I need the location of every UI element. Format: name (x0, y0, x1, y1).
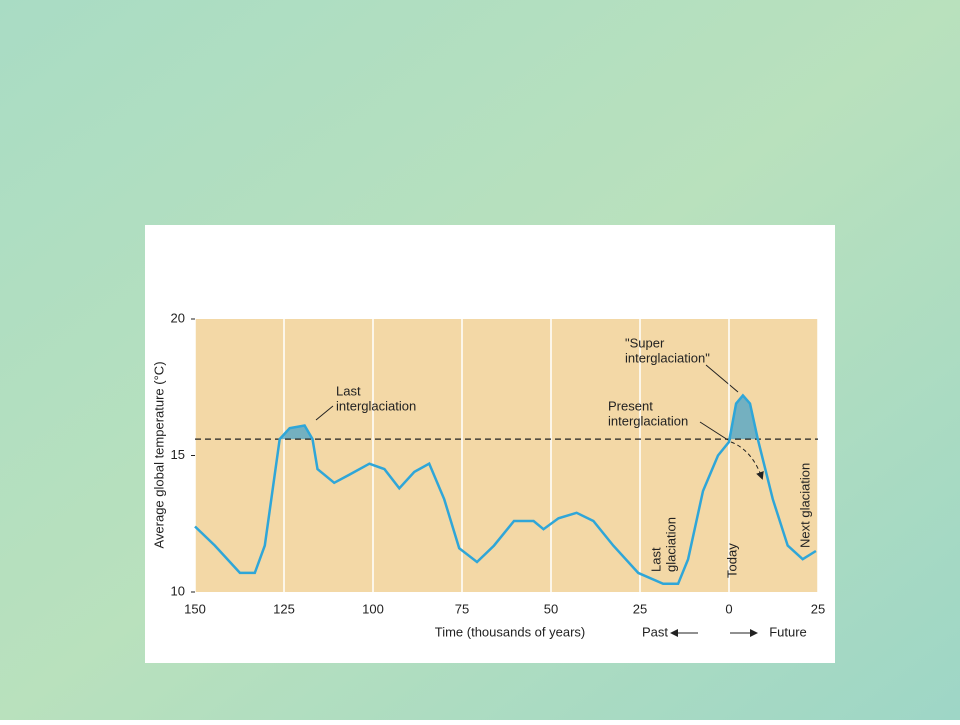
x-tick-label: 25 (811, 601, 825, 616)
plot-area (195, 319, 818, 592)
annotation-text: Next glaciation (797, 463, 812, 548)
x-axis-label: Time (thousands of years) (435, 624, 586, 639)
x-tick-label: 0 (725, 601, 732, 616)
x-tick-label: 25 (633, 601, 647, 616)
annotation-text: interglaciation (336, 398, 416, 413)
leader (315, 405, 334, 421)
annotation-text: Present (608, 398, 653, 413)
leader (699, 421, 729, 441)
y-tick-label: 10 (171, 583, 185, 598)
annotation-text: Today (724, 543, 739, 578)
y-tick-label: 20 (171, 310, 185, 325)
future-label: Future (769, 624, 807, 639)
annotation-text: interglaciation (608, 413, 688, 428)
annotation: Next glaciation (797, 463, 812, 548)
leader (705, 364, 739, 393)
x-tick-label: 100 (362, 601, 384, 616)
annotation: Today (724, 543, 739, 578)
y-tick-label: 15 (171, 447, 185, 462)
annotation-text: interglaciation" (625, 350, 710, 365)
annotation-text: Last (336, 383, 361, 398)
x-tick-label: 75 (455, 601, 469, 616)
x-tick-label: 150 (184, 601, 206, 616)
series-line (194, 393, 817, 586)
annotation-text: glaciation (663, 517, 678, 572)
x-tick-label: 125 (273, 601, 295, 616)
past-label: Past (642, 624, 668, 639)
annotation-text: "Super (625, 335, 665, 350)
projection-arrow (730, 441, 764, 480)
y-axis-label: Average global temperature (°C) (151, 361, 166, 548)
annotation: Last glaciation (648, 517, 678, 572)
x-tick-label: 50 (544, 601, 558, 616)
annotation-text: Last (648, 547, 663, 572)
